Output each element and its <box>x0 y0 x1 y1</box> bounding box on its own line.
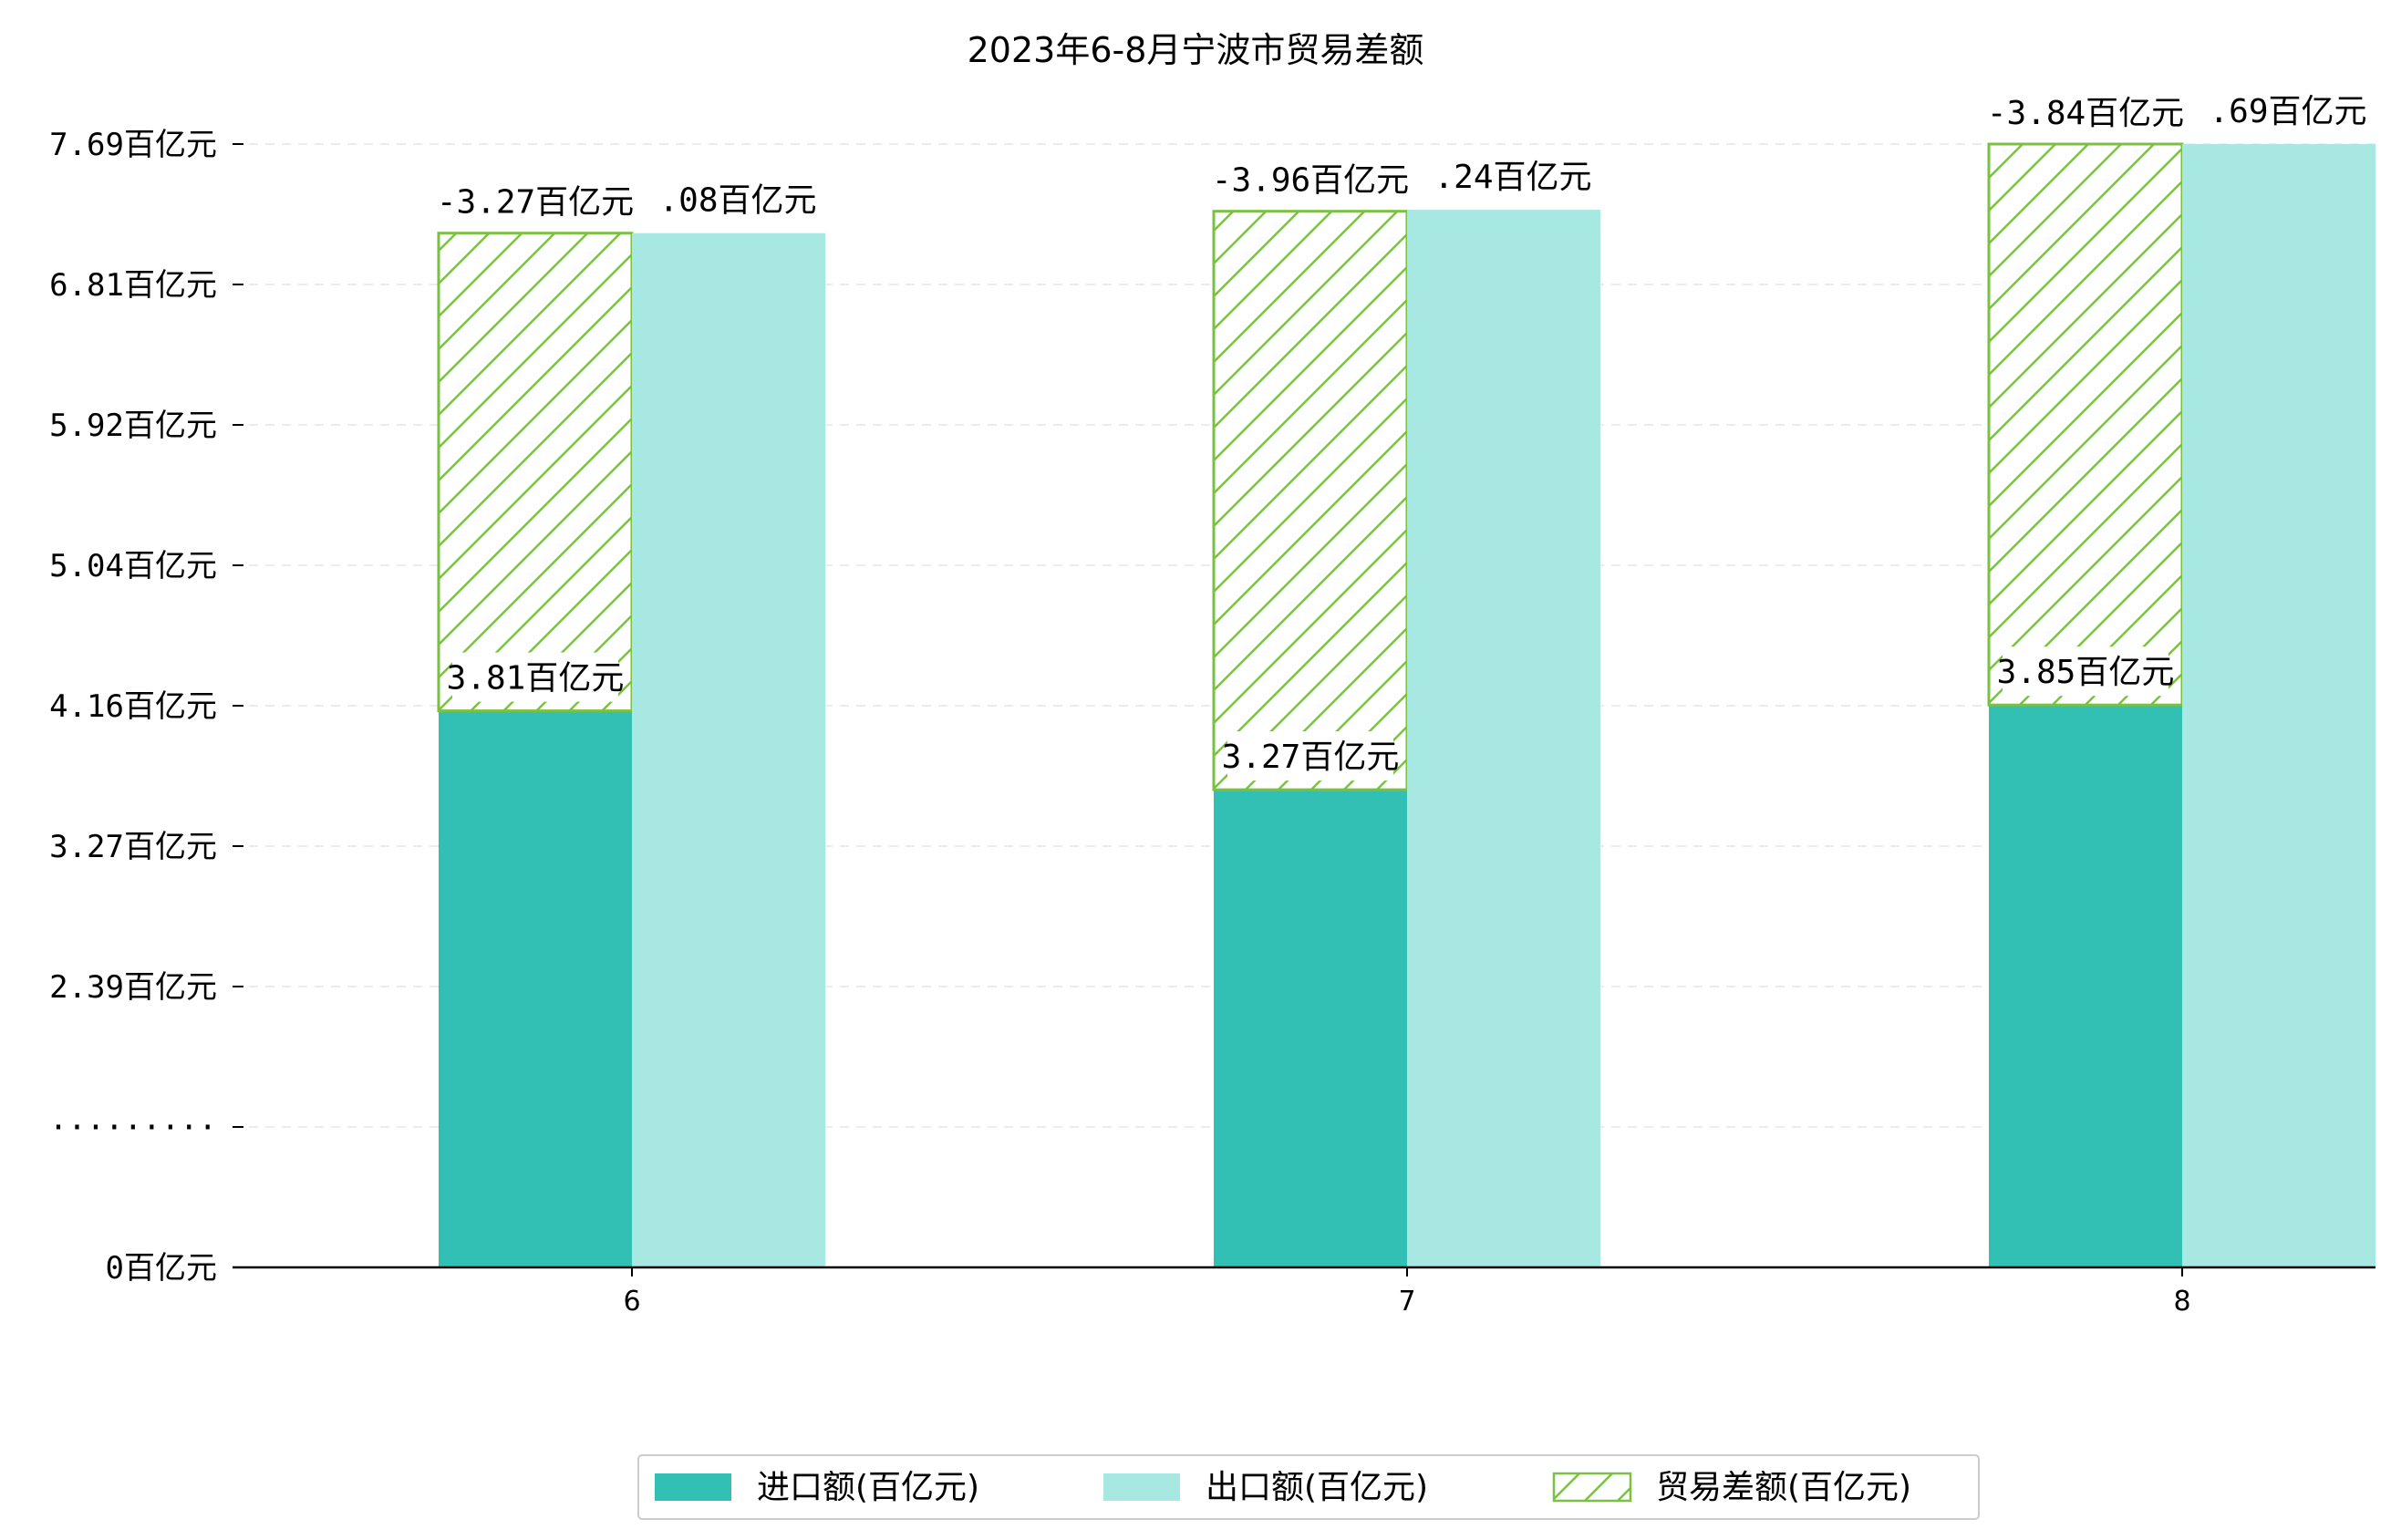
legend-swatch-import <box>655 1473 731 1501</box>
y-tick-label: 5.92百亿元 <box>49 408 217 444</box>
y-tick-label: 3.27百亿元 <box>49 829 217 865</box>
trade-balance-label-bg <box>444 176 626 226</box>
y-axis: 0百亿元 ········· 2.39百亿元 3.27百亿元 4.16百亿元 5.04百亿… <box>49 127 243 1287</box>
export-label-text: .69百亿元 <box>2209 93 2366 130</box>
y-tick-label: ········· <box>49 1110 217 1146</box>
y-tick-label: 4.16百亿元 <box>49 688 217 725</box>
import-label-bg <box>1227 731 1393 781</box>
trade-balance-label-bg <box>1994 88 2177 137</box>
import-label-text: 3.85百亿元 <box>1997 654 2175 691</box>
trade-balance-label: -3.27百亿元 <box>437 176 634 226</box>
import-bar <box>439 710 632 1267</box>
import-label: 3.81百亿元 <box>447 652 625 702</box>
trade-balance-label-text: -3.27百亿元 <box>437 184 634 222</box>
y-tick-label: 6.81百亿元 <box>49 267 217 304</box>
import-label: 3.27百亿元 <box>1222 731 1400 781</box>
export-label: .08百亿元 <box>658 174 817 224</box>
legend-label-export: 出口额(百亿元) <box>1206 1469 1428 1506</box>
y-tick-label: 0百亿元 <box>106 1250 217 1287</box>
import-bar <box>1214 790 1407 1267</box>
legend-swatch-trade-balance <box>1552 1472 1632 1503</box>
export-label-text: .24百亿元 <box>1434 159 1591 196</box>
trade-balance-label-text: -3.84百亿元 <box>1987 95 2184 132</box>
x-tick-label: 7 <box>1398 1286 1415 1318</box>
export-label-bg <box>1440 151 1586 202</box>
trade-balance-label: -3.96百亿元 <box>1212 154 1409 204</box>
export-label-bg <box>665 174 811 224</box>
chart-title: 2023年6-8月宁波市贸易差额 <box>968 30 1424 70</box>
export-bar <box>2182 144 2375 1267</box>
export-bar <box>1407 210 1600 1267</box>
legend-label-trade-balance: 贸易差额(百亿元) <box>1656 1469 1911 1506</box>
import-label: 3.85百亿元 <box>1997 646 2175 697</box>
bar-marks <box>437 142 2375 1267</box>
legend-swatch-export <box>1103 1473 1180 1501</box>
import-label-text: 3.27百亿元 <box>1222 739 1400 776</box>
import-label-bg <box>2003 646 2168 697</box>
x-axis: 6 7 8 <box>233 1266 2375 1318</box>
x-tick-label: 6 <box>623 1286 640 1318</box>
trade-balance-bar <box>1212 210 1409 791</box>
trade-balance-label-text: -3.96百亿元 <box>1212 162 1409 200</box>
export-bar <box>632 233 825 1267</box>
import-label-text: 3.81百亿元 <box>447 660 625 698</box>
y-tick-label: 2.39百亿元 <box>49 969 217 1006</box>
export-label: .24百亿元 <box>1434 151 1592 202</box>
legend-label-import: 进口额(百亿元) <box>757 1469 979 1506</box>
legend-box <box>637 1454 1980 1520</box>
y-tick-label: 7.69百亿元 <box>49 127 217 163</box>
legend: 进口额(百亿元) 出口额(百亿元) 贸易差额(百亿元) <box>637 1454 1980 1520</box>
x-tick-label: 8 <box>2173 1286 2190 1318</box>
data-labels: 3.81百亿元 .08百亿元 -3.27百亿元 3.27百亿元 .24百亿元 -3.96百… <box>437 86 2367 781</box>
import-label-bg <box>452 652 618 702</box>
y-tick-label: 5.04百亿元 <box>49 548 217 584</box>
trade-balance-bar <box>437 232 634 713</box>
import-bar <box>1989 705 2182 1267</box>
export-label: .69百亿元 <box>2209 86 2367 135</box>
export-label-bg <box>2215 86 2361 135</box>
trade-balance-bar <box>1987 142 2184 707</box>
trade-balance-label-bg <box>1219 154 1402 204</box>
trade-balance-label: -3.84百亿元 <box>1987 88 2184 137</box>
export-label-text: .08百亿元 <box>658 182 816 220</box>
